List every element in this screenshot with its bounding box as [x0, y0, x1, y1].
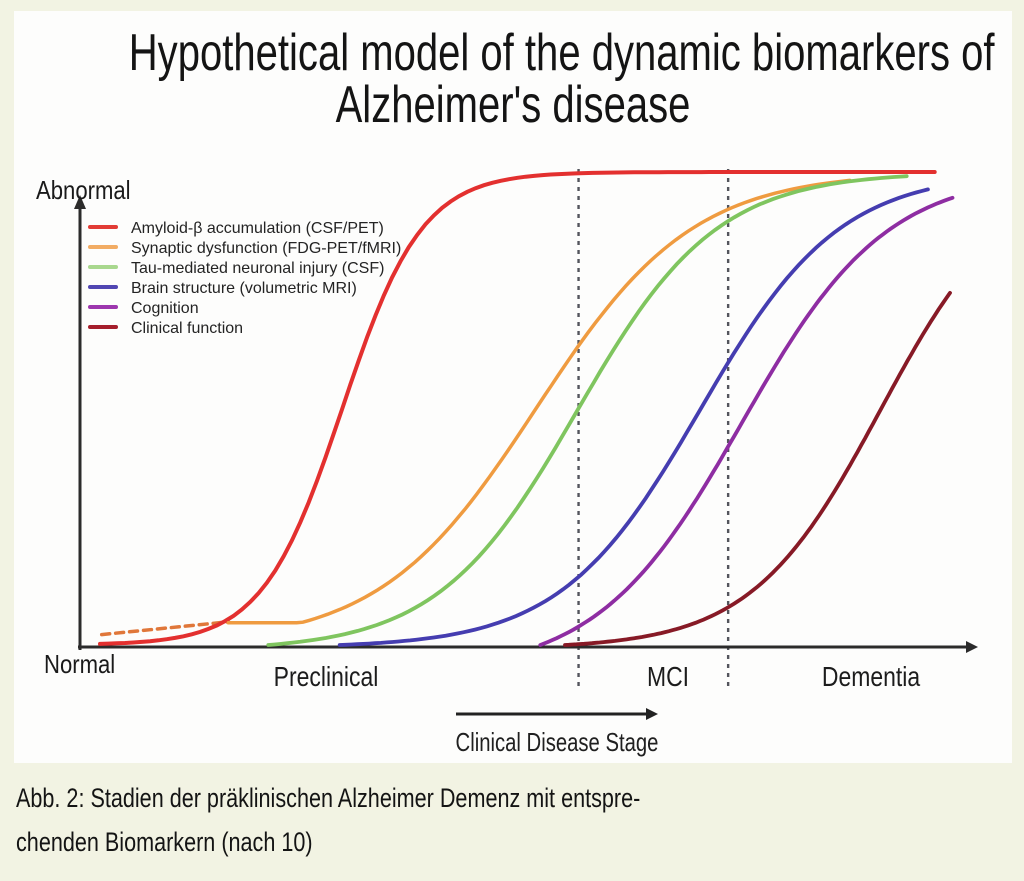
- legend-label-cognition: Cognition: [131, 300, 199, 317]
- figure-title-line1: Hypothetical model of the dynamic biomar…: [128, 24, 995, 82]
- clinical-disease-stage-arrowhead: [646, 708, 658, 720]
- figure-caption-line2: chenden Biomarkern (nach 10): [16, 827, 313, 857]
- legend-label-synaptic: Synaptic dysfunction (FDG-PET/fMRI): [131, 240, 402, 257]
- chart-legend: Amyloid-β accumulation (CSF/PET) Synaptic…: [88, 219, 401, 339]
- figure-title-line2: Alzheimer's disease: [335, 76, 691, 134]
- legend-item-synaptic: Synaptic dysfunction (FDG-PET/fMRI): [88, 239, 401, 259]
- legend-label-tau: Tau-mediated neuronal injury (CSF): [131, 260, 385, 277]
- y-axis-top-label: Abnormal: [36, 175, 131, 205]
- legend-swatch-synaptic: [88, 244, 118, 249]
- curve-synaptic: [226, 178, 852, 625]
- figure-caption-line1: Abb. 2: Stadien der präklinischen Alzhei…: [16, 783, 641, 813]
- legend-swatch-cognition: [88, 304, 118, 309]
- legend-item-cognition: Cognition: [88, 299, 401, 319]
- legend-item-clinical-function: Clinical function: [88, 319, 401, 339]
- legend-item-tau: Tau-mediated neuronal injury (CSF): [88, 259, 401, 279]
- figure-title: Hypothetical model of the dynamic biomar…: [14, 27, 1012, 131]
- stage-label-preclinical: Preclinical: [273, 661, 379, 692]
- clinical-disease-stage-label: Clinical Disease Stage: [455, 727, 659, 757]
- legend-swatch-amyloid: [88, 224, 118, 229]
- figure-caption: Abb. 2: Stadien der präklinischen Alzhei…: [16, 776, 796, 864]
- legend-swatch-tau: [88, 264, 118, 269]
- curve-brain-structure: [337, 187, 930, 647]
- legend-item-amyloid: Amyloid-β accumulation (CSF/PET): [88, 219, 401, 239]
- x-axis-arrowhead: [966, 641, 978, 653]
- curve-clinical-function: [563, 291, 952, 647]
- y-axis-bottom-label: Normal: [44, 649, 116, 679]
- legend-swatch-clinical-function: [88, 324, 118, 329]
- legend-item-brain-structure: Brain structure (volumetric MRI): [88, 279, 401, 299]
- curve-tau: [266, 174, 909, 647]
- legend-swatch-brain-structure: [88, 284, 118, 289]
- legend-label-amyloid: Amyloid-β accumulation (CSF/PET): [131, 220, 384, 237]
- stage-label-mci: MCI: [646, 661, 689, 692]
- legend-label-clinical-function: Clinical function: [131, 320, 244, 337]
- curve-amyloid: [98, 170, 937, 646]
- y-axis-arrowhead: [74, 195, 86, 209]
- curve-cognition: [538, 195, 955, 647]
- stage-label-dementia: Dementia: [821, 661, 921, 692]
- legend-label-brain-structure: Brain structure (volumetric MRI): [131, 280, 357, 297]
- curve-amyloid-dashed: [99, 620, 231, 637]
